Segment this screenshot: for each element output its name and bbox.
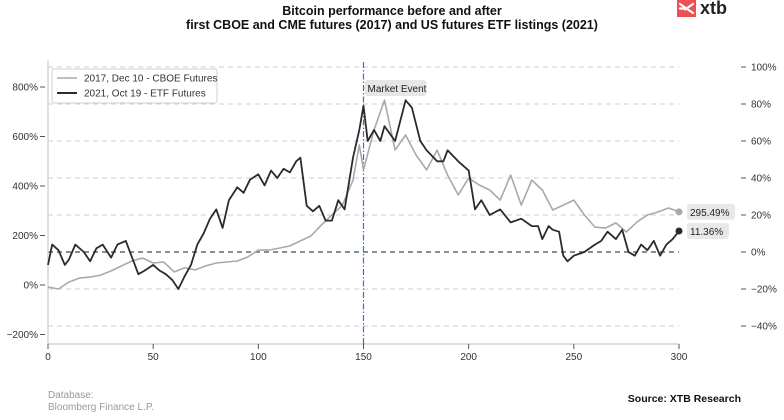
- source-note: Source: XTB Research: [627, 393, 741, 405]
- end-labels: 295.49% 11.36%: [675, 203, 735, 239]
- market-event-label: Market Event: [368, 84, 427, 95]
- end-value-label: 295.49%: [690, 208, 730, 219]
- left-tick-label: 400%: [12, 182, 38, 193]
- right-tick-label: 100%: [751, 63, 777, 74]
- x-tick-label: 250: [565, 352, 582, 363]
- chart-title: Bitcoin performance before and after fir…: [0, 4, 784, 32]
- right-axis-ticks: −40% −20% 0% 20% 40% 60% 80% 100%: [741, 63, 777, 333]
- legend-label: 2017, Dec 10 - CBOE Futures: [84, 74, 217, 85]
- left-axis-ticks: −200% 0% 200% 400% 600% 800%: [7, 83, 45, 341]
- left-tick-label: 0%: [24, 281, 39, 292]
- series-end-marker: [675, 227, 683, 235]
- right-tick-label: 80%: [751, 100, 771, 111]
- end-value-box: [687, 222, 729, 239]
- legend: 2017, Dec 10 - CBOE Futures 2021, Oct 19 …: [51, 68, 218, 104]
- database-label: Database:: [48, 390, 94, 401]
- xtb-x-icon: [677, 0, 696, 17]
- market-event-label-box: [364, 80, 427, 96]
- x-tick-label: 150: [355, 352, 372, 363]
- database-note: Database: Bloomberg Finance L.P.: [48, 390, 154, 414]
- logo-text: xtb: [700, 0, 727, 18]
- series-line-2021: [47, 99, 680, 290]
- series-line-2017: [47, 99, 680, 290]
- left-tick-label: 800%: [12, 83, 38, 94]
- database-value: Bloomberg Finance L.P.: [48, 402, 154, 413]
- x-tick-label: 0: [45, 352, 51, 363]
- chart-title-line2: first CBOE and CME futures (2017) and US…: [186, 18, 598, 32]
- right-tick-label: 40%: [751, 174, 771, 185]
- x-tick-label: 300: [671, 352, 688, 363]
- x-axis-ticks: 0 50 100 150 200 250 300: [45, 344, 688, 363]
- right-tick-label: 60%: [751, 137, 771, 148]
- end-value-label: 11.36%: [690, 227, 723, 238]
- x-tick-label: 100: [250, 352, 267, 363]
- chart-title-line1: Bitcoin performance before and after: [282, 4, 502, 18]
- right-tick-label: −20%: [751, 285, 777, 296]
- right-tick-label: −40%: [751, 322, 777, 333]
- legend-box: [51, 68, 218, 104]
- x-tick-label: 50: [148, 352, 160, 363]
- series-lines: [47, 99, 680, 290]
- legend-label: 2021, Oct 19 - ETF Futures: [84, 89, 206, 100]
- left-tick-label: 200%: [12, 231, 38, 242]
- left-tick-label: 600%: [12, 132, 38, 143]
- right-tick-label: 0%: [751, 248, 766, 259]
- x-tick-label: 200: [460, 352, 477, 363]
- xtb-logo: xtb: [677, 0, 727, 17]
- right-tick-label: 20%: [751, 211, 771, 222]
- end-value-box: [687, 203, 735, 220]
- series-end-marker: [675, 208, 683, 216]
- left-tick-label: −200%: [7, 330, 39, 341]
